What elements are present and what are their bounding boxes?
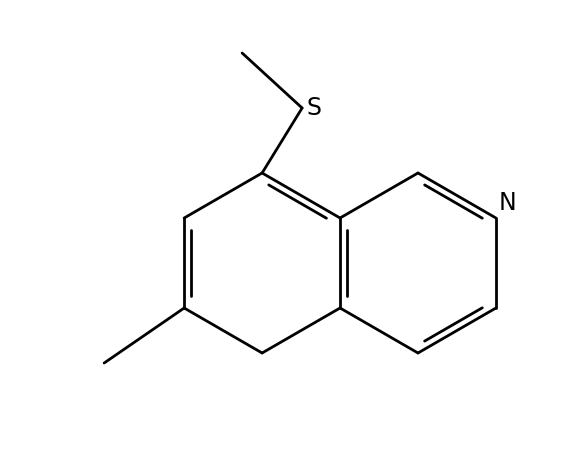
Text: S: S	[306, 96, 321, 120]
Text: N: N	[499, 191, 517, 215]
